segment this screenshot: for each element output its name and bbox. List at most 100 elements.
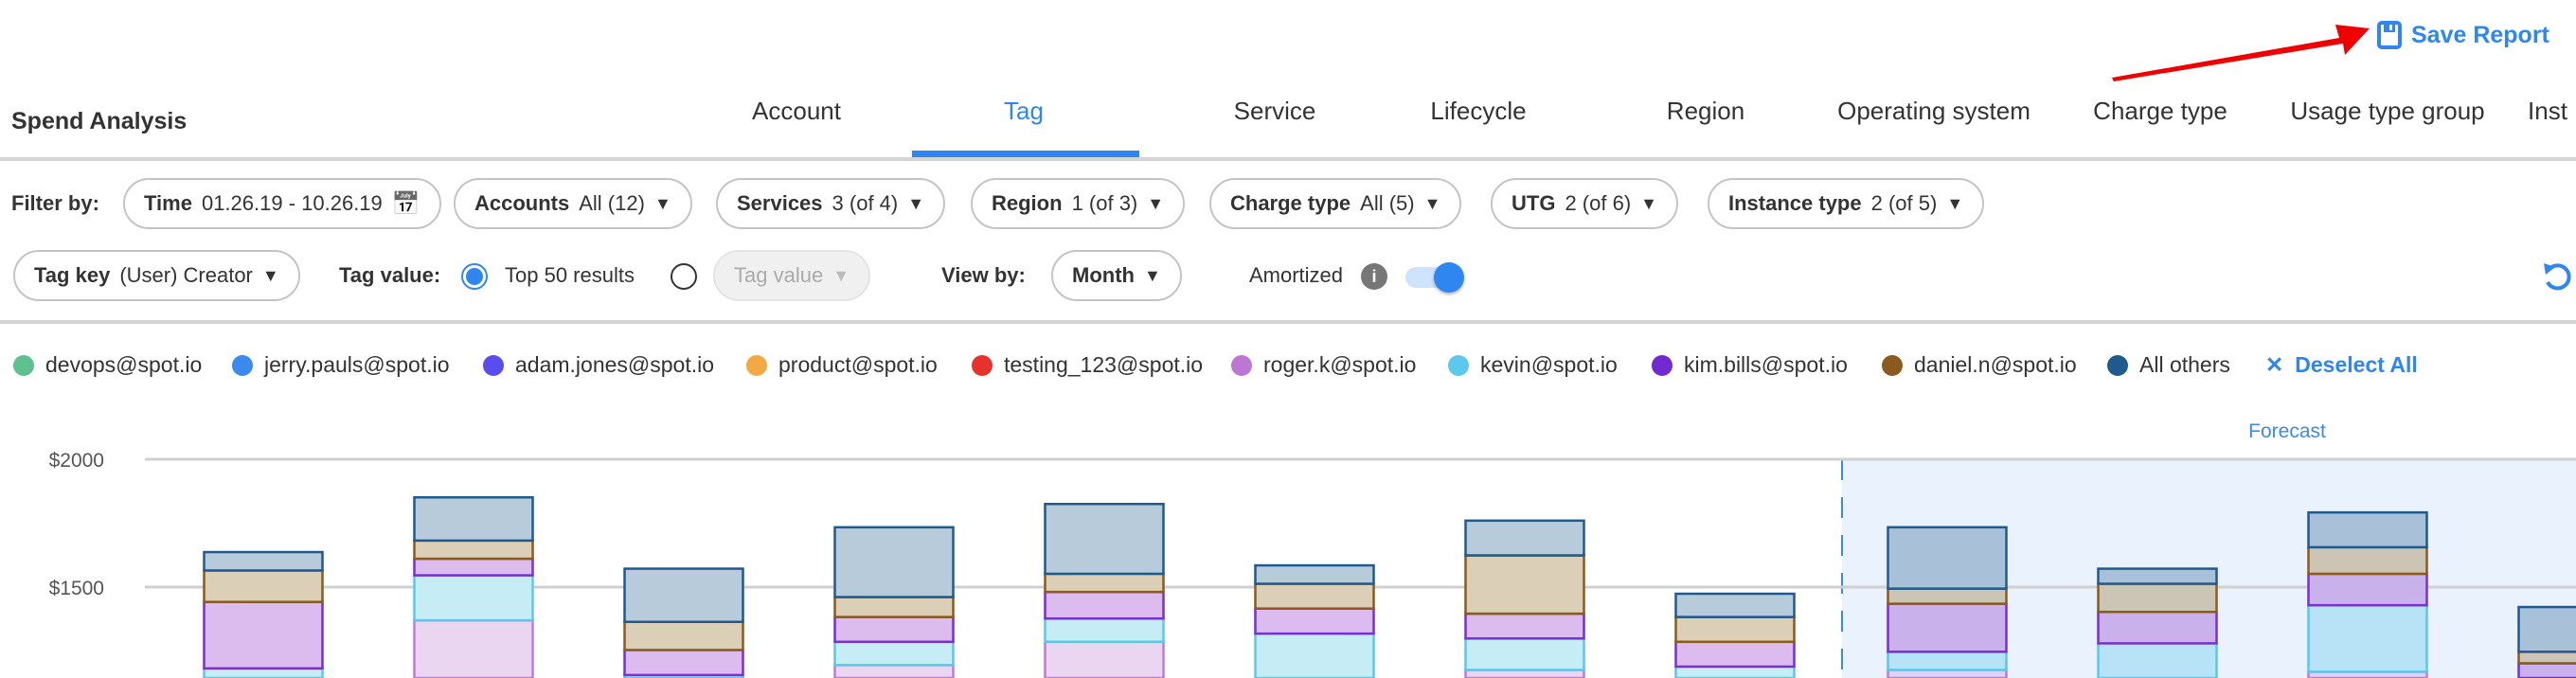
bar-segment-all-others: [833, 526, 955, 598]
tab-service[interactable]: Service: [1233, 97, 1316, 125]
legend-item[interactable]: kevin@spot.io: [1448, 352, 1618, 378]
bar-segment-kim-bills-spot-io: [1464, 612, 1585, 640]
view-by-dropdown[interactable]: Month ▼: [1051, 250, 1182, 301]
save-report-button[interactable]: Save Report: [2377, 21, 2549, 49]
legend-item[interactable]: roger.k@spot.io: [1231, 352, 1416, 378]
filter-name: Instance type: [1728, 191, 1862, 215]
tab-operating-system[interactable]: Operating system: [1837, 97, 2030, 125]
filter-value: All (12): [579, 191, 645, 215]
tab-usage-type-group[interactable]: Usage type group: [2290, 97, 2485, 125]
bar-segment-daniel-n-spot-io: [833, 596, 955, 618]
bar-segment-all-others: [1674, 592, 1796, 618]
filter-accounts[interactable]: Accounts All (12) ▼: [454, 178, 692, 229]
legend-label: daniel.n@spot.io: [1914, 352, 2077, 377]
divider: [0, 320, 2576, 324]
tag-value-radio[interactable]: [671, 263, 697, 290]
tab-region[interactable]: Region: [1666, 97, 1745, 125]
legend-item[interactable]: adam.jones@spot.io: [483, 352, 714, 378]
divider: [0, 157, 2576, 161]
filter-region[interactable]: Region 1 (of 3) ▼: [971, 178, 1186, 229]
filter-value: 2 (of 5): [1870, 191, 1938, 215]
deselect-all-label: Deselect All: [2295, 352, 2418, 377]
legend-dot-icon: [483, 354, 504, 376]
caret-down-icon: ▼: [1423, 193, 1441, 213]
view-by-value: Month: [1072, 263, 1135, 287]
bar-segment-kevin-spot-io: [1674, 665, 1796, 678]
bar-stack: [2307, 510, 2428, 678]
close-icon: ✕: [2265, 352, 2284, 377]
bar-segment-kim-bills-spot-io: [623, 649, 744, 677]
legend-item[interactable]: product@spot.io: [746, 352, 938, 378]
legend-item[interactable]: daniel.n@spot.io: [1882, 352, 2077, 378]
filter-instance-type[interactable]: Instance type 2 (of 5) ▼: [1708, 178, 1985, 229]
filter-name: Charge type: [1230, 191, 1351, 215]
filter-value: 3 (of 4): [832, 191, 899, 215]
page-title: Spend Analysis: [11, 108, 188, 134]
bar-segment-kevin-spot-io: [833, 640, 955, 667]
tag-value-dropdown[interactable]: Tag value ▼: [713, 250, 871, 301]
tab-account[interactable]: Account: [752, 97, 841, 125]
legend-label: jerry.pauls@spot.io: [264, 352, 450, 377]
view-by-label: View by:: [941, 263, 1026, 287]
save-report-label: Save Report: [2411, 21, 2549, 48]
bar-segment-kim-bills-spot-io: [2307, 572, 2428, 607]
amortized-toggle[interactable]: [1405, 262, 1466, 293]
filter-time[interactable]: Time 01.26.19 - 10.26.19 📅: [123, 178, 441, 229]
legend-dot-icon: [232, 354, 253, 376]
tab-charge-type[interactable]: Charge type: [2093, 97, 2227, 125]
caret-down-icon: ▼: [832, 265, 850, 285]
tab-inst[interactable]: Inst: [2528, 97, 2567, 125]
bar-segment-kim-bills-spot-io: [1044, 590, 1165, 620]
bar-stack: [1464, 519, 1585, 678]
bar-segment-kevin-spot-io: [1254, 632, 1375, 678]
bar-segment-all-others: [623, 567, 744, 623]
legend-dot-icon: [972, 354, 993, 376]
filter-value: 01.26.19 - 10.26.19: [201, 191, 383, 215]
bar-segment-all-others: [2307, 510, 2428, 549]
bar-segment-daniel-n-spot-io: [413, 539, 534, 561]
legend-item[interactable]: jerry.pauls@spot.io: [232, 352, 450, 378]
caret-down-icon: ▼: [1147, 193, 1165, 213]
bar-stack: [1887, 526, 2008, 678]
bar-segment-roger-k-spot-io: [1044, 640, 1165, 678]
bar-segment-kim-bills-spot-io: [833, 616, 955, 644]
bar-stack: [413, 495, 534, 678]
bar-segment-daniel-n-spot-io: [1887, 587, 2008, 605]
tag-key-dropdown[interactable]: Tag key (User) Creator ▼: [13, 250, 300, 301]
bar-segment-daniel-n-spot-io: [203, 569, 324, 603]
info-icon[interactable]: i: [1361, 263, 1387, 290]
bar-segment-kevin-spot-io: [1464, 637, 1585, 671]
caret-down-icon: ▼: [653, 193, 671, 213]
filter-name: Services: [737, 191, 823, 215]
legend-dot-icon: [1882, 354, 1903, 376]
legend-label: testing_123@spot.io: [1004, 352, 1204, 377]
bar-segment-kim-bills-spot-io: [413, 557, 534, 577]
legend-item[interactable]: devops@spot.io: [13, 352, 202, 378]
filter-utg[interactable]: UTG 2 (of 6) ▼: [1491, 178, 1678, 229]
deselect-all-button[interactable]: ✕ Deselect All: [2265, 352, 2418, 378]
legend-item[interactable]: All others: [2107, 352, 2230, 378]
legend-item[interactable]: kim.bills@spot.io: [1652, 352, 1848, 378]
bar-stack: [2517, 605, 2576, 678]
bar-stack: [203, 550, 324, 678]
legend-label: kim.bills@spot.io: [1684, 352, 1848, 377]
filter-charge-type[interactable]: Charge type All (5) ▼: [1209, 178, 1462, 229]
bar-stack: [1674, 592, 1796, 678]
amortized-label: Amortized: [1249, 263, 1344, 287]
bar-stack: [2097, 567, 2218, 678]
refresh-icon[interactable]: [2542, 261, 2572, 294]
legend-label: kevin@spot.io: [1480, 352, 1618, 377]
tab-tag[interactable]: Tag: [1004, 97, 1044, 125]
bar-segment-kevin-spot-io: [1887, 651, 2008, 671]
top-results-radio[interactable]: [461, 263, 488, 290]
caret-down-icon: ▼: [1143, 265, 1161, 285]
filter-value: 2 (of 6): [1565, 191, 1632, 215]
caret-down-icon: ▼: [261, 265, 279, 285]
filter-services[interactable]: Services 3 (of 4) ▼: [716, 178, 946, 229]
tab-lifecycle[interactable]: Lifecycle: [1430, 97, 1527, 125]
bar-segment-kim-bills-spot-io: [203, 600, 324, 670]
legend-item[interactable]: testing_123@spot.io: [972, 352, 1203, 378]
bar-segment-kim-bills-spot-io: [1887, 602, 2008, 653]
tag-key-value: (User) Creator: [119, 263, 253, 287]
bar-segment-kevin-spot-io: [1044, 616, 1165, 644]
